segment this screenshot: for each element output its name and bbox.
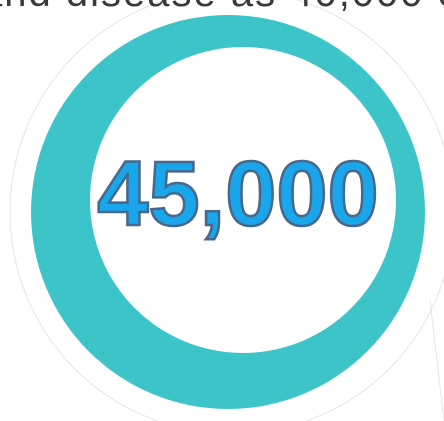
graphic: and disease as 40,000 exp 45,000	[0, 0, 444, 421]
big-number: 45,000	[97, 143, 378, 245]
page: and disease as 40,000 exp 45,000 (() => …	[0, 0, 444, 421]
caption: and disease as 40,000 exp	[0, 0, 444, 15]
